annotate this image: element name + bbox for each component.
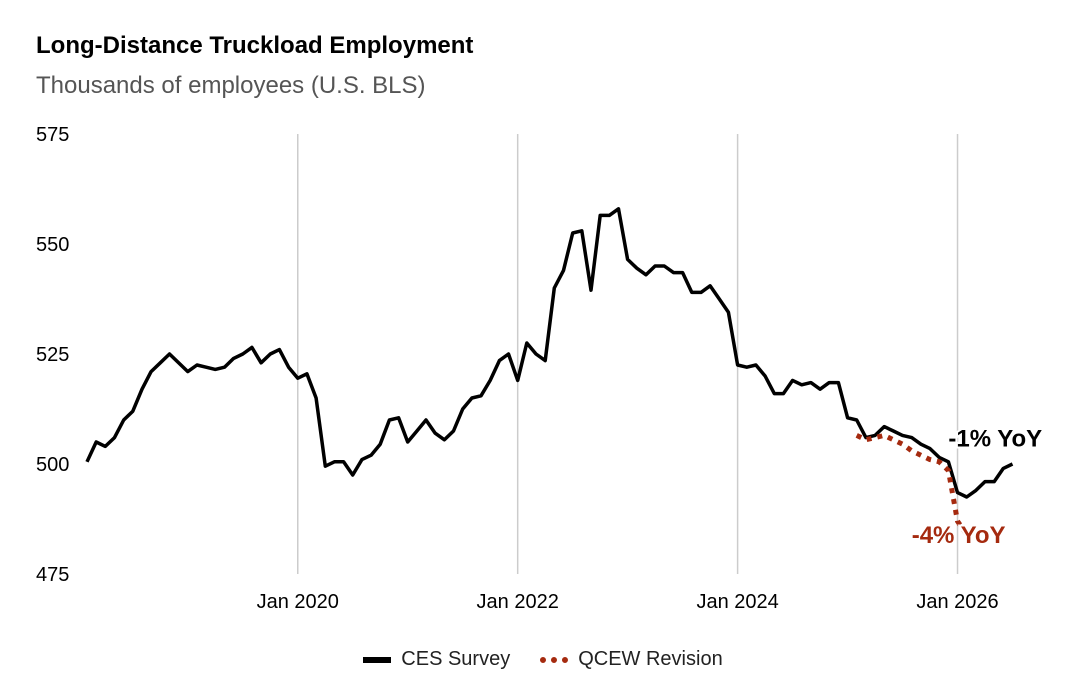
- qcew-yoy-annotation: -4% YoY: [912, 522, 1006, 549]
- y-tick-label: 475: [36, 564, 69, 586]
- qcew-swatch: [540, 656, 569, 663]
- x-tick-label: Jan 2024: [696, 591, 778, 613]
- legend-item-qcew[interactable]: QCEW Revision: [540, 648, 723, 671]
- ces-swatch: [363, 656, 392, 663]
- legend-label-qcew: QCEW Revision: [578, 648, 723, 670]
- chart-title: Long-Distance Truckload Employment: [36, 32, 474, 59]
- legend: CES Survey QCEW Revision: [0, 648, 1086, 671]
- ces-series-line: [85, 207, 1014, 499]
- x-tick-label: Jan 2022: [477, 591, 559, 613]
- legend-label-ces: CES Survey: [401, 648, 511, 670]
- x-tick-label: Jan 2026: [916, 591, 998, 613]
- legend-item-ces[interactable]: CES Survey: [363, 648, 510, 671]
- qcew-series-line: [855, 432, 969, 536]
- x-tick-label: Jan 2020: [257, 591, 339, 613]
- y-tick-label: 550: [36, 234, 69, 256]
- y-tick-label: 575: [36, 124, 69, 146]
- y-tick-label: 525: [36, 344, 69, 366]
- chart-subtitle: Thousands of employees (U.S. BLS): [36, 72, 426, 99]
- y-tick-label: 500: [36, 454, 69, 476]
- ces-yoy-annotation: -1% YoY: [948, 425, 1042, 452]
